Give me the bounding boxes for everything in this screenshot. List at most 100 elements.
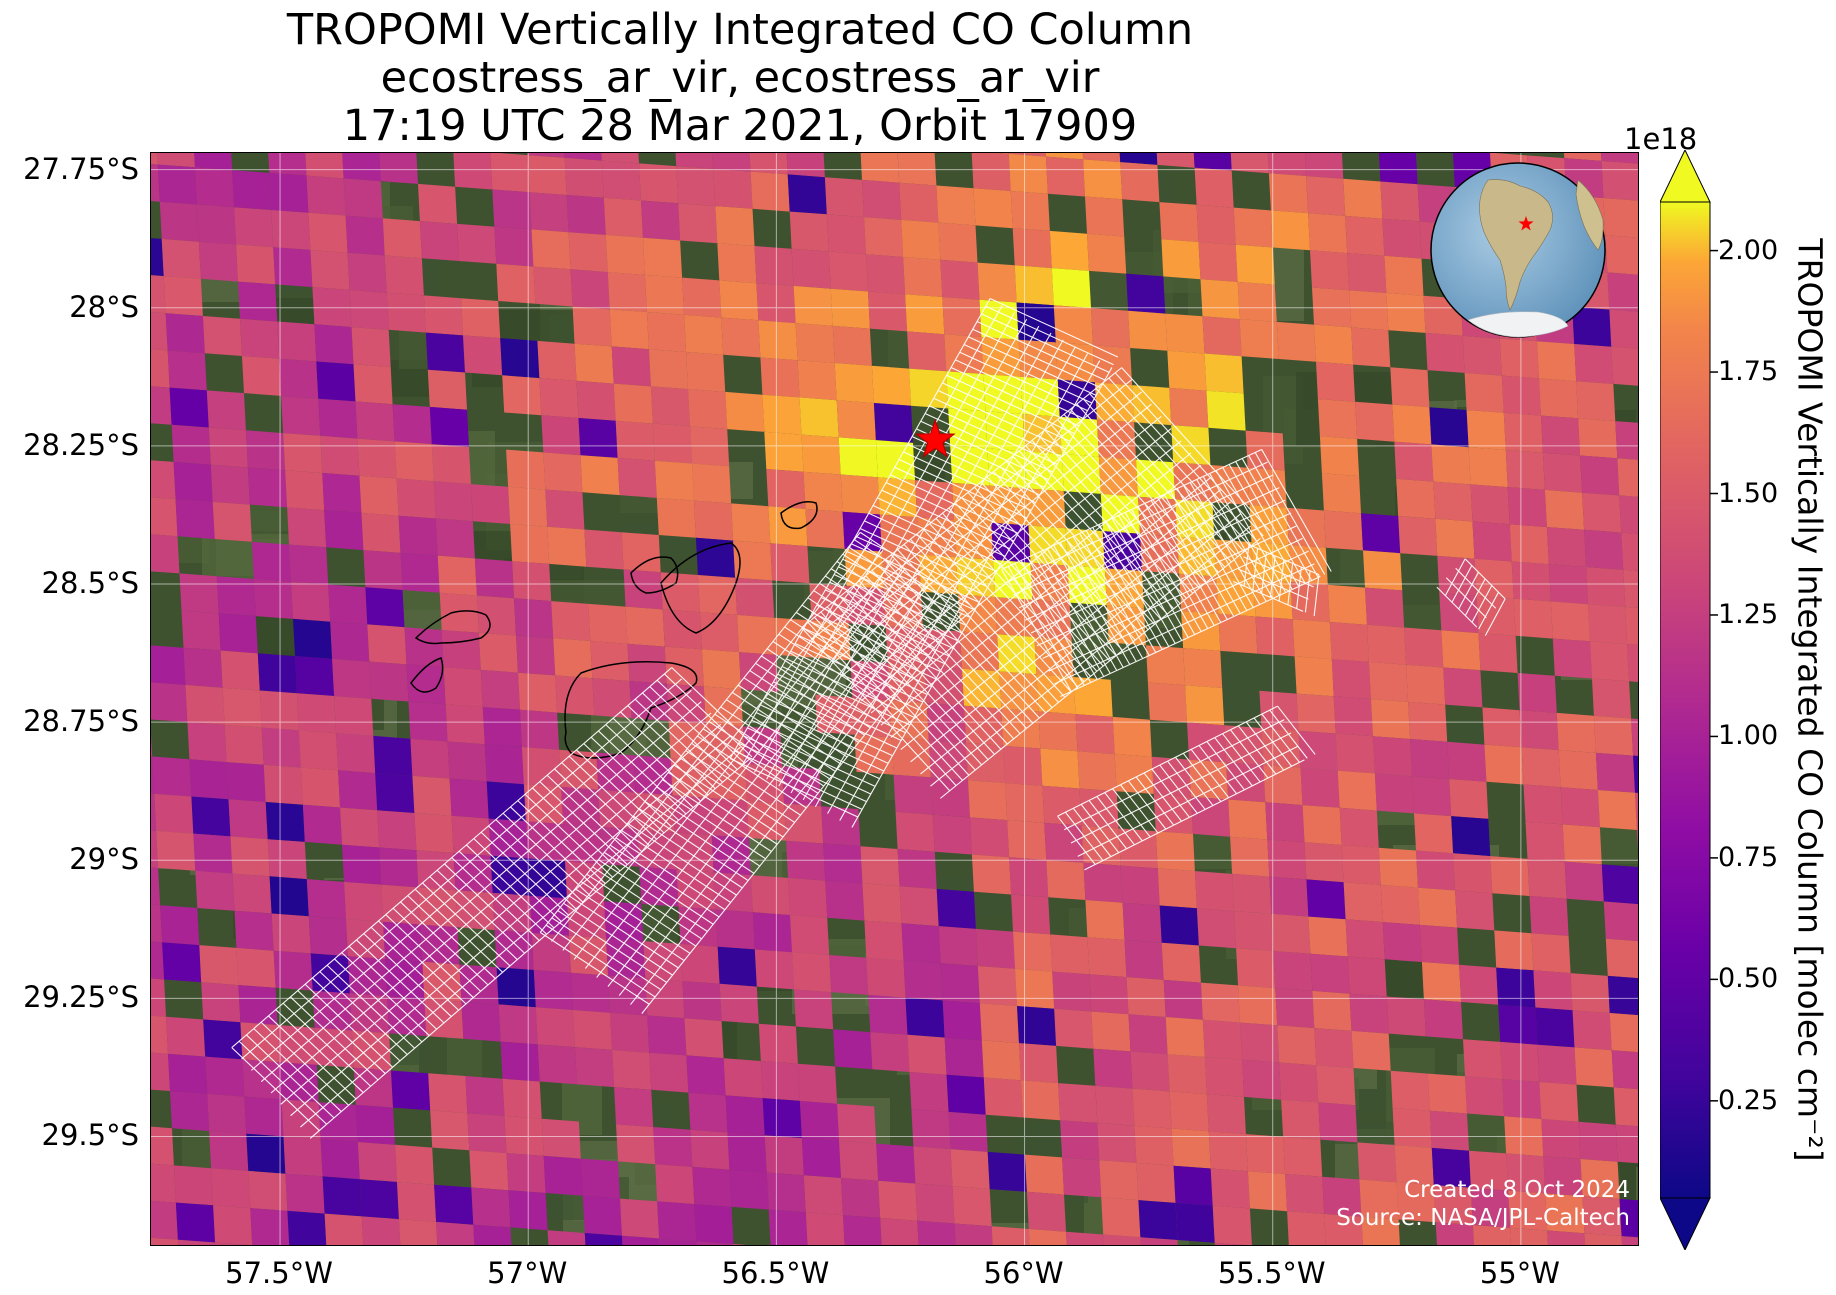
co-pixel bbox=[737, 614, 777, 655]
co-pixel bbox=[1466, 410, 1506, 450]
co-pixel bbox=[774, 617, 814, 658]
co-pixel bbox=[533, 266, 573, 307]
co-pixel bbox=[621, 532, 661, 573]
co-pixel bbox=[1265, 802, 1305, 843]
co-pixel bbox=[1187, 722, 1227, 763]
co-pixel bbox=[535, 1007, 575, 1048]
co-pixel bbox=[758, 1023, 798, 1064]
lat-tick-label: 29°S bbox=[69, 842, 139, 877]
co-pixel bbox=[1453, 853, 1493, 894]
co-pixel bbox=[465, 1076, 505, 1116]
co-pixel bbox=[729, 1169, 769, 1210]
co-pixel bbox=[1087, 937, 1127, 978]
co-pixel bbox=[478, 632, 518, 673]
co-pixel bbox=[1298, 730, 1338, 771]
colorbar-tick-label: 1.00 bbox=[1718, 720, 1779, 752]
map-panel[interactable]: Created 8 Oct 2024 Source: NASA/JPL-Calt… bbox=[150, 152, 1639, 1246]
co-pixel bbox=[1269, 876, 1309, 917]
co-pixel bbox=[490, 855, 530, 896]
co-pixel bbox=[166, 1016, 206, 1057]
co-pixel bbox=[531, 932, 571, 973]
co-pixel bbox=[1183, 648, 1223, 688]
co-pixel bbox=[678, 203, 718, 244]
co-pixel bbox=[968, 780, 1008, 821]
co-pixel bbox=[1087, 233, 1127, 274]
co-pixel bbox=[521, 747, 562, 787]
co-pixel bbox=[662, 609, 702, 650]
co-pixel bbox=[627, 643, 667, 684]
co-pixel bbox=[758, 320, 798, 361]
co-pixel bbox=[1474, 558, 1514, 599]
co-pixel bbox=[1010, 191, 1050, 231]
co-pixel bbox=[790, 915, 830, 955]
co-pixel bbox=[232, 873, 272, 914]
co-pixel bbox=[151, 153, 158, 165]
co-pixel bbox=[1008, 153, 1046, 157]
co-pixel bbox=[643, 237, 683, 278]
co-pixel bbox=[1386, 996, 1426, 1037]
co-pixel bbox=[1423, 999, 1463, 1040]
co-pixel bbox=[1582, 492, 1622, 533]
co-pixel bbox=[162, 942, 202, 983]
colorbar-tick-label: 0.50 bbox=[1718, 963, 1779, 995]
co-pixel bbox=[398, 1219, 438, 1245]
co-pixel bbox=[1294, 656, 1334, 697]
co-pixel bbox=[416, 850, 456, 891]
co-pixel bbox=[1521, 747, 1561, 788]
co-pixel bbox=[686, 352, 726, 392]
co-pixel bbox=[361, 1216, 401, 1245]
co-pixel bbox=[733, 540, 773, 581]
co-pixel bbox=[1101, 1197, 1141, 1238]
co-pixel bbox=[1419, 924, 1460, 965]
co-pixel bbox=[836, 400, 876, 441]
co-pixel bbox=[1590, 641, 1630, 682]
co-pixel bbox=[601, 153, 639, 164]
co-pixel bbox=[1345, 215, 1385, 256]
co-pixel bbox=[979, 1003, 1019, 1044]
co-pixel bbox=[185, 684, 225, 725]
co-pixel bbox=[1421, 962, 1462, 1002]
co-pixel bbox=[1465, 1076, 1505, 1117]
co-pixel bbox=[1556, 712, 1596, 753]
co-pixel bbox=[833, 1029, 873, 1070]
co-pixel bbox=[1414, 813, 1454, 854]
co-pixel bbox=[1011, 894, 1051, 935]
co-pixel bbox=[1312, 990, 1352, 1031]
co-pixel bbox=[268, 153, 307, 176]
co-pixel bbox=[930, 777, 970, 818]
co-pixel bbox=[1306, 176, 1346, 216]
lon-tick-label: 57°W bbox=[487, 1256, 568, 1290]
co-pixel bbox=[1529, 896, 1569, 936]
lon-tick-label: 55°W bbox=[1479, 1256, 1560, 1290]
co-pixel bbox=[328, 584, 368, 625]
co-pixel bbox=[1255, 616, 1295, 657]
co-pixel bbox=[1584, 529, 1624, 570]
co-pixel bbox=[419, 221, 460, 261]
co-pixel bbox=[453, 853, 493, 893]
co-pixel bbox=[210, 464, 250, 505]
co-pixel bbox=[252, 1245, 291, 1246]
co-pixel bbox=[764, 431, 804, 472]
co-pixel bbox=[537, 340, 577, 381]
co-pixel bbox=[277, 321, 317, 362]
co-pixel bbox=[151, 830, 159, 868]
co-pixel bbox=[787, 174, 827, 215]
co-pixel bbox=[250, 1208, 290, 1245]
co-pixel bbox=[570, 269, 610, 310]
co-pixel bbox=[1443, 667, 1483, 708]
co-pixel bbox=[871, 365, 911, 406]
co-pixel bbox=[151, 793, 157, 831]
co-pixel bbox=[799, 1100, 839, 1141]
co-pixel bbox=[1425, 332, 1465, 373]
co-pixel bbox=[1237, 281, 1277, 322]
co-pixel bbox=[1124, 939, 1164, 980]
co-pixel bbox=[151, 1052, 170, 1091]
co-pixel bbox=[1163, 979, 1203, 1020]
co-pixel bbox=[1327, 584, 1367, 625]
co-pixel bbox=[1204, 1057, 1244, 1097]
co-pixel bbox=[518, 672, 558, 713]
co-pixel bbox=[157, 153, 195, 168]
co-pixel bbox=[1509, 524, 1549, 565]
co-pixel bbox=[1098, 456, 1138, 497]
co-pixel bbox=[551, 601, 591, 641]
